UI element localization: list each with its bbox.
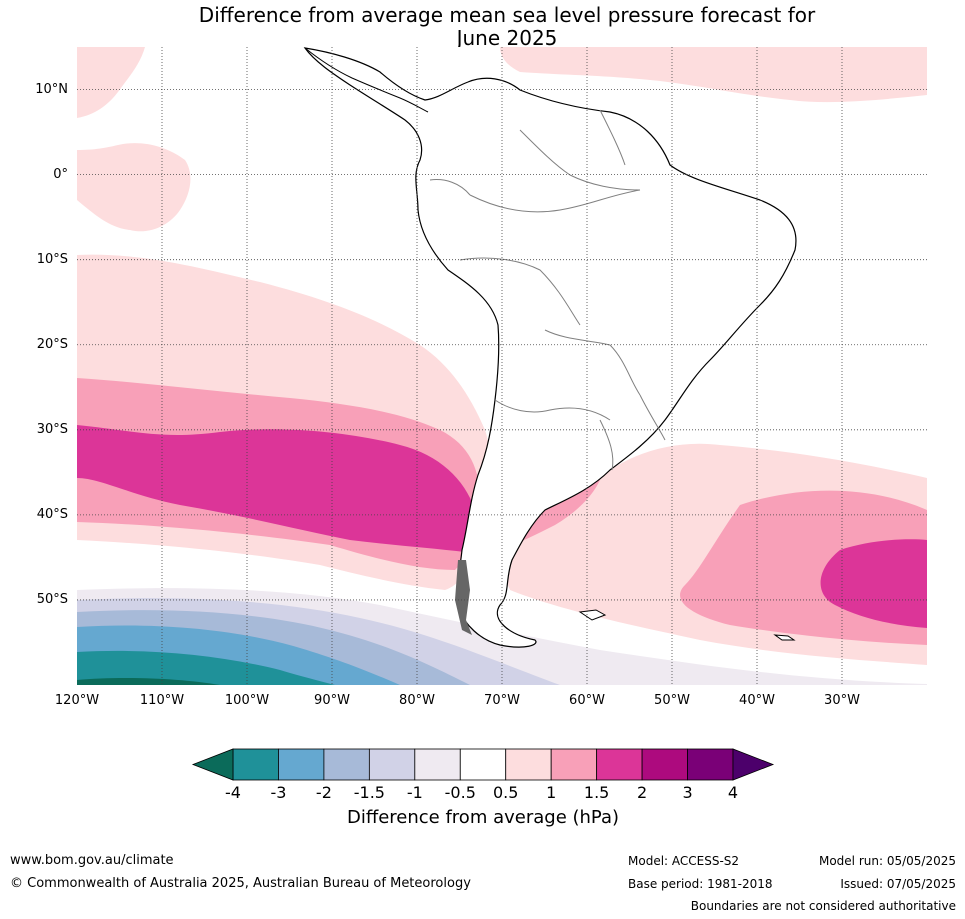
lon-label: 40°W [739,693,775,708]
pacific-positive-1.5 [77,425,477,552]
lon-label: 90°W [314,693,350,708]
pressure-anomaly-map [77,47,927,685]
colorbar-label: Difference from average (hPa) [346,807,620,828]
chile-fjords [455,560,472,635]
colorbar-segment [459,748,507,781]
colorbar-tick-label: 1 [546,783,557,802]
colorbar-extend-low [191,748,234,781]
lat-label: 20°S [36,336,68,352]
colorbar-segment [368,748,416,781]
lon-label: 30°W [824,693,860,708]
colorbar-segment [596,748,643,781]
colorbar-tick-label: 3 [682,783,693,802]
lon-label: 50°W [654,693,690,708]
lon-label: 80°W [399,693,435,708]
colorbar-tick-label: -1.5 [353,783,385,802]
lon-label: 120°W [54,693,100,708]
lon-label: 60°W [569,693,605,708]
footer-copyright: © Commonwealth of Australia 2025, Austra… [10,876,471,891]
lat-label: 40°S [36,506,68,522]
lon-label: 110°W [139,693,185,708]
colorbar-segment [232,748,279,781]
footer-issued: Issued: 07/05/2025 [840,877,956,891]
tropical-positive-nw [77,47,145,118]
colorbar-segment [505,748,552,781]
tropical-positive-atlantic-north [500,47,927,103]
lat-label: 10°N [35,81,68,97]
colorbar-segment [414,748,461,781]
colorbar-tick-label: -3 [270,783,287,802]
band-neg-4-3 [77,650,335,685]
colorbar-tick-label: 1.5 [583,783,610,802]
lat-label: 10°S [36,251,68,267]
map-title: Difference from average mean sea level p… [0,4,965,50]
colorbar-tick-label: -1 [406,783,423,802]
map-title-line2: June 2025 [456,26,558,50]
colorbar-tick-label: -0.5 [444,783,476,802]
country-borders [429,109,666,471]
map-gridlines [77,47,927,685]
south-america-outline [303,47,797,648]
map-title-line1: Difference from average mean sea level p… [198,3,816,27]
colorbar-extend-high [732,748,775,781]
footer-disclaimer: Boundaries are not considered authoritat… [690,899,956,913]
falkland-islands [578,609,607,621]
colorbar-tick-label: 4 [727,783,739,802]
footer-model-run: Model run: 05/05/2025 [818,854,956,868]
colorbar-segment [641,748,688,781]
footer-site-link[interactable]: www.bom.gov.au/climate [10,853,174,868]
colorbar-tick-label: 0.5 [492,783,519,802]
atlantic-positive-1.5 [820,539,927,628]
colorbar-segment [278,748,325,781]
colorbar-tick-label: -4 [225,783,241,802]
band-neg-lt-4 [77,677,220,685]
south-georgia [773,634,796,641]
colorbar-segment [323,748,370,781]
lat-label: 0° [53,166,68,182]
lat-label: 50°S [36,591,68,607]
colorbar-tick-label: -2 [315,783,332,802]
colorbar-segment [687,748,734,781]
lon-label: 100°W [224,693,270,708]
lat-label: 30°S [36,421,68,437]
colorbar-tick-label: 2 [636,783,648,802]
footer-base-period: Base period: 1981-2018 [628,877,773,891]
lon-label: 70°W [484,693,520,708]
colorbar-segment [550,748,598,781]
central-america-outline [304,47,429,113]
footer-model: Model: ACCESS-S2 [628,854,740,868]
